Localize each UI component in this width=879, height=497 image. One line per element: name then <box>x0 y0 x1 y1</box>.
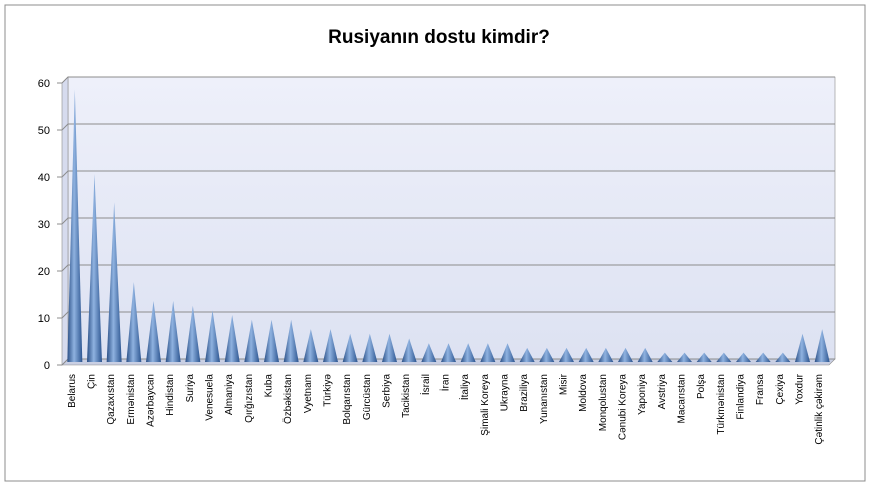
cone <box>637 347 653 362</box>
x-tick-label: Moldova <box>578 374 589 412</box>
x-tick-label: Yoxdur <box>795 373 806 404</box>
y-tick-label: 40 <box>38 172 50 184</box>
cone <box>362 333 378 362</box>
cone <box>87 174 102 362</box>
x-tick-label: Cənubi Koreya <box>618 374 629 441</box>
y-tick-label: 50 <box>38 125 50 137</box>
x-tick-label: Venesuela <box>205 374 216 421</box>
cone <box>716 352 732 362</box>
cone <box>126 282 142 362</box>
x-tick-label: İsrail <box>419 374 432 395</box>
cone <box>736 352 751 362</box>
x-tick-label: Vyetnam <box>303 374 314 413</box>
x-tick-label: İtaliya <box>458 374 471 401</box>
x-tick-label: Azərbaycan <box>146 374 157 427</box>
cone <box>67 89 83 363</box>
cone <box>205 310 220 362</box>
grid-line <box>61 264 835 272</box>
x-tick-label: Çətinlik çəkirəm <box>814 374 825 445</box>
cone <box>480 343 496 362</box>
chart-title: Rusiyanın dostu kimdir? <box>328 27 550 48</box>
cone <box>401 338 417 362</box>
cone <box>244 319 260 362</box>
x-tick-label: Bolqarıstan <box>342 374 353 425</box>
x-tick-label: Polşa <box>696 374 707 399</box>
cone <box>342 333 358 362</box>
x-tick-label: Ukrayna <box>500 374 511 412</box>
cone <box>559 347 574 362</box>
x-tick-label: Türkmənistan <box>716 374 727 435</box>
cone <box>755 352 771 362</box>
x-tick-label: Avstriya <box>657 374 668 410</box>
cone <box>165 300 181 362</box>
x-tick-label: Şimali Koreya <box>480 374 491 436</box>
x-tick-label: Monqolustan <box>598 374 609 431</box>
x-tick-label: Özbəkistan <box>282 374 294 424</box>
cone <box>441 343 456 362</box>
cone <box>382 333 397 362</box>
cone <box>775 352 791 362</box>
x-tick-label: Almaniya <box>224 374 235 416</box>
y-tick-label: 60 <box>38 78 50 90</box>
x-tick-label: Tacikistan <box>401 374 412 418</box>
cone <box>814 329 830 362</box>
cone <box>677 352 692 362</box>
cone <box>657 352 673 362</box>
x-tick-label: Çexiya <box>775 374 786 405</box>
grid-line <box>61 123 835 131</box>
x-tick-label: Yunanıstan <box>539 374 550 424</box>
y-tick-label: 20 <box>38 266 50 278</box>
x-tick-label: Gürcüstan <box>362 374 373 420</box>
cone <box>539 347 555 362</box>
x-tick-label: Serbiya <box>382 374 393 408</box>
cone <box>303 329 319 362</box>
cone <box>598 347 614 362</box>
cone <box>618 347 633 362</box>
cone <box>264 319 279 362</box>
x-tick-label: Qazaxıstan <box>106 374 117 425</box>
cone <box>185 305 201 362</box>
cone <box>146 300 161 362</box>
x-tick-label: İran <box>439 374 452 391</box>
y-tick-label: 0 <box>44 360 50 372</box>
x-tick-label: Ermənistan <box>126 374 137 425</box>
grid-line <box>61 170 835 178</box>
x-tick-label: Yaponiya <box>637 374 648 415</box>
x-tick-label: Misir <box>559 373 570 395</box>
x-tick-label: Türkiyə <box>323 374 334 407</box>
x-tick-label: Hindistan <box>165 374 176 416</box>
x-tick-label: Belarus <box>67 374 78 408</box>
y-tick-label: 10 <box>38 313 50 325</box>
cone <box>106 202 122 362</box>
x-tick-label: Suriya <box>185 374 196 403</box>
y-tick-label: 30 <box>38 219 50 231</box>
cone <box>519 347 535 362</box>
cone <box>795 333 810 362</box>
grid-line <box>61 76 835 84</box>
cone <box>421 343 437 362</box>
x-tick-label: Braziliya <box>519 374 530 412</box>
x-tick-label: Macarıstan <box>677 374 688 423</box>
cone <box>283 319 299 362</box>
cone <box>460 343 476 362</box>
x-tick-label: Kuba <box>264 374 275 398</box>
cone <box>578 347 594 362</box>
grid-line <box>61 311 835 319</box>
x-tick-label: Qırğızıstan <box>244 374 255 423</box>
cone <box>323 329 338 362</box>
cone <box>500 343 515 362</box>
x-tick-label: Çin <box>87 374 98 389</box>
cone <box>224 315 240 362</box>
grid-line <box>61 217 835 225</box>
cone <box>696 352 712 362</box>
x-tick-label: Fransa <box>755 374 766 406</box>
x-tick-label: Finlandiya <box>736 374 747 420</box>
